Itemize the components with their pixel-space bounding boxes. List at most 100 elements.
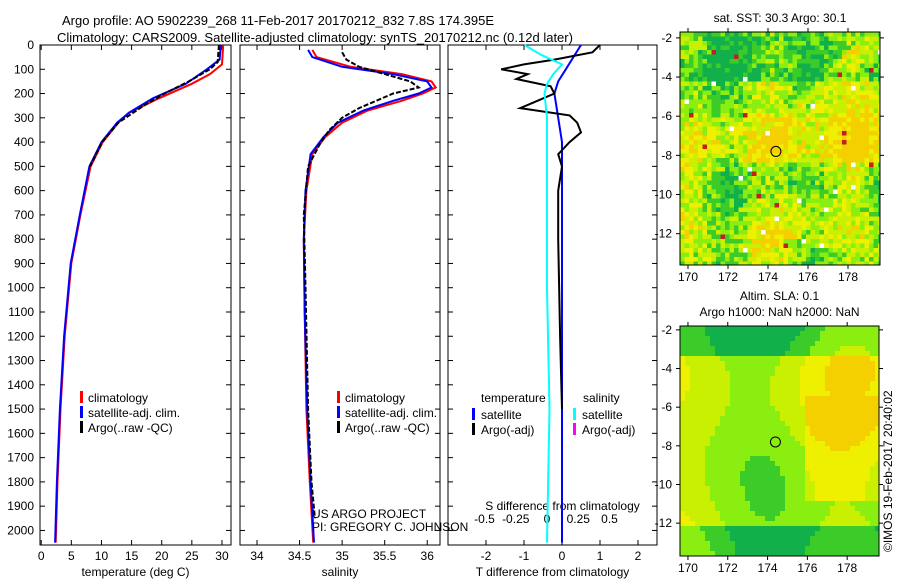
map-cell [770,426,775,431]
map-cell [765,41,770,46]
map-cell [680,411,685,416]
map-cell [765,336,770,341]
map-cell [705,536,710,541]
map-cell [735,456,740,461]
map-cell [707,135,712,140]
map-cell [715,466,720,471]
map-cell [790,491,795,496]
map-cell [819,32,824,37]
map-cell [875,326,879,331]
map-cell [735,346,740,351]
map-cell [761,104,766,109]
map-cell [770,366,775,371]
map-cell [689,203,694,208]
map-cell [695,341,700,346]
map-cell [743,216,748,221]
map-cell [833,176,838,181]
map-cell [837,261,842,265]
map-cell [711,216,716,221]
map-cell [760,476,765,481]
map-cell [774,149,779,154]
map-cell [864,86,869,91]
map-cell [693,158,698,163]
map-cell [700,491,705,496]
map-cell [684,81,689,86]
map-cell [765,546,770,551]
map-cell [785,351,790,356]
map-cell [846,176,851,181]
map-cell [810,50,815,55]
map-cell [734,198,739,203]
map-cell [715,546,720,551]
map-cell [775,461,780,466]
map-cell [707,207,712,212]
map-cell [765,461,770,466]
map-cell [756,77,761,82]
map-cell [785,421,790,426]
map-cell [689,207,694,212]
map-cell [765,99,770,104]
map-cell [810,54,815,59]
map-cell [690,401,695,406]
map-cell [702,36,707,41]
map-cell [725,421,730,426]
map-cell [855,243,860,248]
map-cell [725,63,730,68]
map-cell [845,526,850,531]
map-cell [761,234,766,239]
map-cell [840,506,845,511]
map-cell [873,158,878,163]
map-cell [783,104,788,109]
map-cell [820,456,825,461]
map-cell [860,68,865,73]
map-cell [790,396,795,401]
map-cell [800,326,805,331]
map-cell [680,135,685,140]
map-cell [775,351,780,356]
map-cell [715,346,720,351]
map-cell [725,401,730,406]
map-cell [707,212,712,217]
map-cell [815,248,820,253]
map-cell [833,185,838,190]
map-cell [865,411,870,416]
map-cell [745,521,750,526]
map-cell [693,149,698,154]
map-cell [785,376,790,381]
map-cell [770,239,775,244]
map-cell [702,212,707,217]
map-cell [797,140,802,145]
map-cell [740,446,745,451]
map-cell [756,68,761,73]
map-cell [788,59,793,64]
map-cell [878,117,880,122]
map-cell [846,41,851,46]
map-cell [729,216,734,221]
map-cell [780,456,785,461]
map-cell [725,131,730,136]
map-cell [775,391,780,396]
map-cell [835,421,840,426]
map-cell [820,421,825,426]
map-cell [833,257,838,262]
x-tick-label: 5 [68,549,75,563]
map-cell [825,441,830,446]
map-cell [810,526,815,531]
map-cell [729,243,734,248]
map-cell [873,108,878,113]
map-cell [833,216,838,221]
map-cell [738,239,743,244]
map-cell [725,431,730,436]
map-cell [855,546,860,551]
map-cell [850,436,855,441]
map-cell [684,54,689,59]
map-cell [819,59,824,64]
map-cell [729,185,734,190]
map-cell [738,41,743,46]
map-cell [875,496,879,501]
map-cell [870,486,875,491]
map-cell [806,122,811,127]
map-cell [865,336,870,341]
map-cell [695,521,700,526]
map-cell [870,386,875,391]
